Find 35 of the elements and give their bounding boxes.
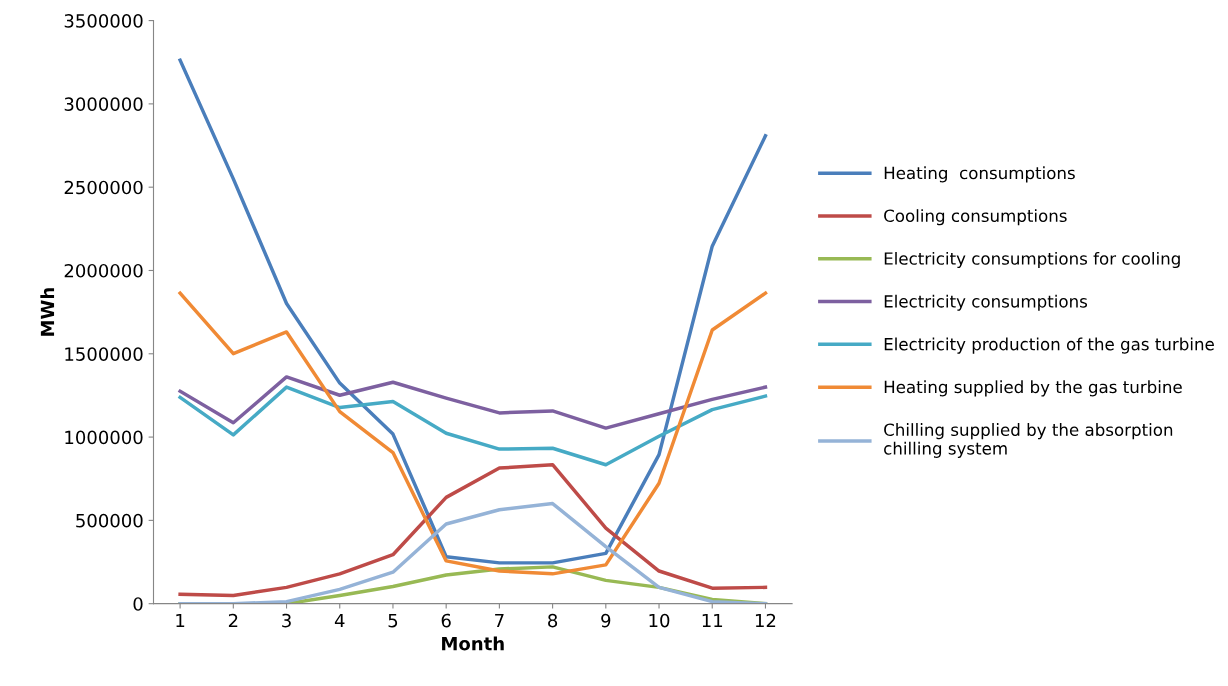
x-tick-label: 5	[388, 613, 398, 628]
line-series	[178, 291, 768, 576]
y-tick-label: 500000	[76, 513, 143, 528]
y-tick-label: 3500000	[64, 14, 143, 28]
legend-label: Electricity consumptions	[884, 294, 1088, 311]
line-series	[178, 385, 768, 467]
x-tick-label: 1	[176, 613, 185, 628]
x-tick-label: 10	[649, 613, 670, 628]
x-tick-label: 3	[282, 613, 291, 628]
y-tick-label: 1500000	[65, 347, 143, 361]
line-series	[178, 463, 768, 598]
x-tick-label: 4	[334, 613, 345, 628]
line-series	[178, 375, 768, 430]
legend-label: Heating consumptions	[884, 166, 1075, 183]
x-tick-label: 9	[601, 613, 611, 628]
y-tick-label: 1000000	[65, 430, 143, 445]
y-tick-label: 2000000	[64, 263, 143, 278]
x-tick-label: 8	[548, 613, 558, 628]
legend-label: Cooling consumptions	[884, 209, 1067, 226]
y-tick-label: 2500000	[64, 180, 143, 195]
legend-label: Heating supplied by the gas turbine	[884, 380, 1182, 397]
y-axis-title: MWh	[40, 288, 55, 336]
x-tick-label: 11	[702, 613, 723, 628]
x-tick-label: 2	[228, 613, 238, 628]
legend-label: Electricity production of the gas turbine	[884, 337, 1214, 354]
line-series	[178, 58, 768, 565]
legend-label: Electricity consumptions for cooling	[884, 251, 1180, 269]
y-tick-label: 0	[133, 597, 143, 611]
line-series	[178, 501, 768, 604]
y-tick-label: 3000000	[64, 97, 143, 111]
x-tick-label: 12	[755, 613, 776, 628]
x-tick-label: 7	[495, 613, 504, 628]
x-axis-title: Month	[442, 636, 504, 651]
legend-label: Chilling supplied by the absorption chilling system	[884, 423, 1173, 458]
x-tick-label: 6	[441, 613, 451, 628]
